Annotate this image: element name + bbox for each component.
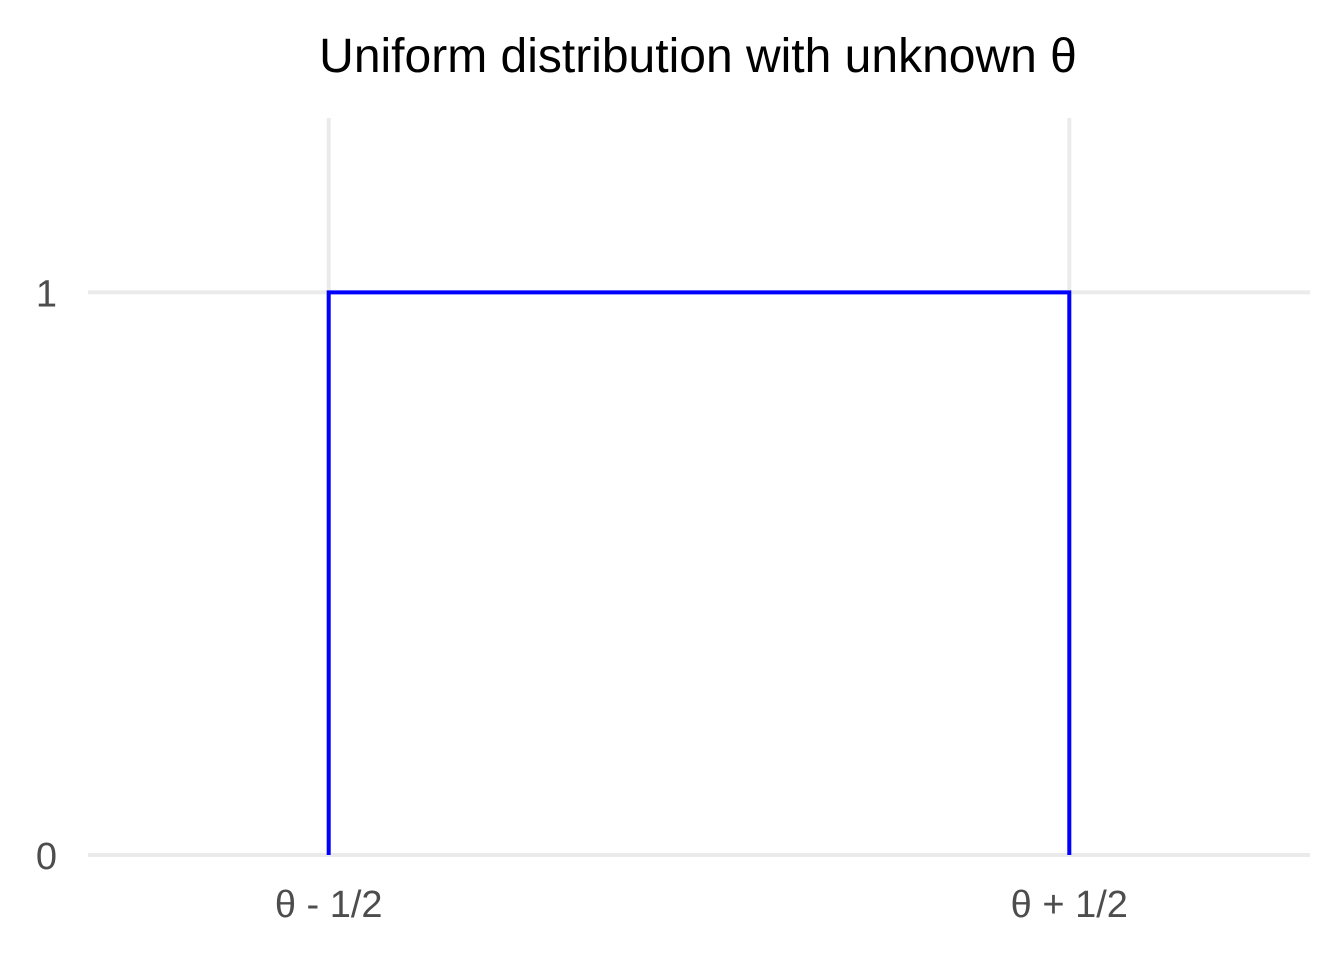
y-axis-tick-labels: 01	[36, 273, 57, 878]
x-tick-label-0: θ - 1/2	[275, 884, 383, 926]
y-tick-label-1: 1	[36, 273, 57, 315]
series-layer	[326, 290, 1072, 855]
series-line-0	[326, 290, 1072, 855]
x-axis-tick-labels: θ - 1/2 θ + 1/2	[275, 884, 1128, 926]
chart-title: Uniform distribution with unknown θ	[319, 30, 1077, 83]
x-tick-label-1: θ + 1/2	[1011, 884, 1128, 926]
grid-lines	[88, 118, 1310, 857]
y-tick-label-0: 0	[36, 836, 57, 878]
